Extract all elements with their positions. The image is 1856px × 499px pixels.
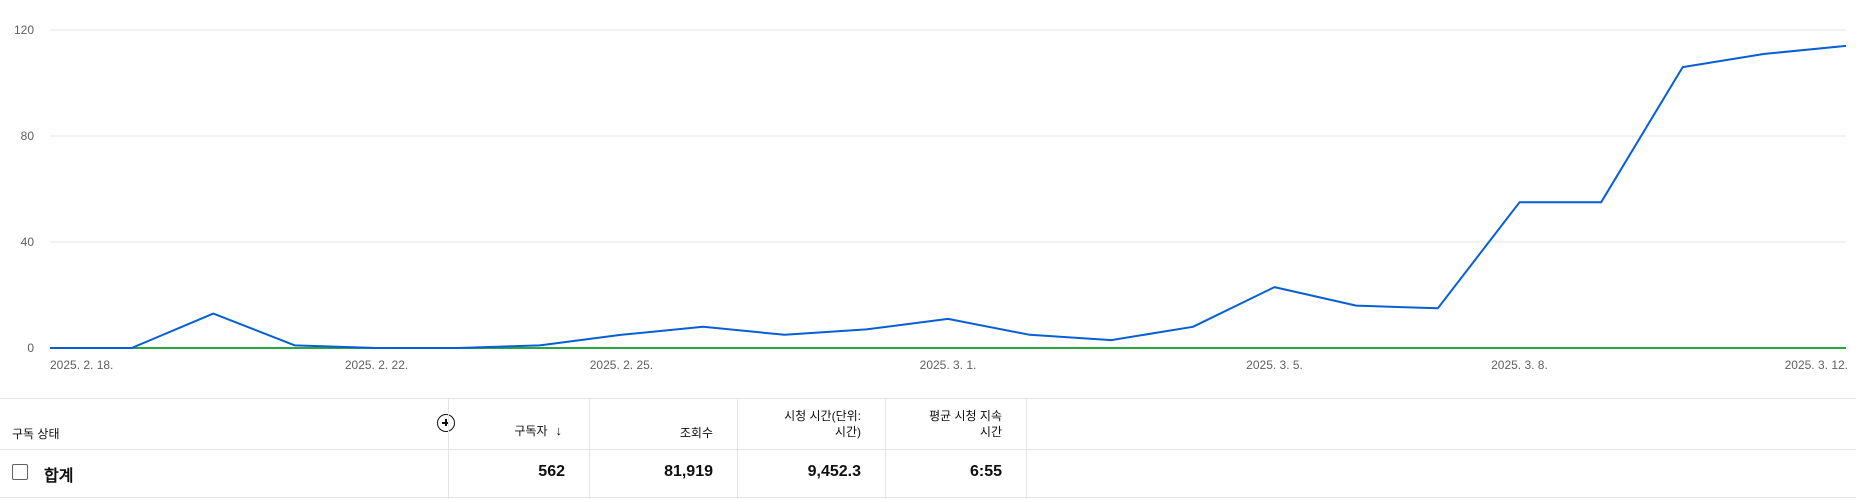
line-chart: 0 40 80 120 2025. 2. 18. 2025. 2. 22. 2025. 2.… — [14, 23, 1848, 372]
avg-view-duration-header[interactable]: 평균 시청 지속 시간 — [880, 408, 1002, 440]
subscribers-header[interactable]: 구독자 ↓ — [470, 423, 562, 439]
x-tick-label: 2025. 2. 18. — [50, 358, 113, 372]
x-tick-label: 2025. 3. 1. — [920, 358, 977, 372]
column-divider — [589, 399, 590, 499]
dimension-header[interactable]: 구독 상태 — [12, 427, 60, 441]
table-header-row: 구독 상태 구독자 ↓ 조회수 시청 시간(단위: 시간) 평균 시청 지속 시간 — [0, 399, 1856, 450]
add-column-button[interactable] — [437, 414, 455, 432]
total-row-checkbox[interactable] — [12, 464, 28, 480]
watch-time-header-line2: 시간) — [834, 425, 861, 439]
x-tick-label: 2025. 3. 5. — [1246, 358, 1303, 372]
y-tick-label: 120 — [14, 23, 34, 37]
column-divider — [1026, 399, 1027, 499]
total-row-label: 합계 — [44, 468, 74, 485]
watch-time-header[interactable]: 시청 시간(단위: 시간) — [740, 408, 861, 440]
y-tick-label: 40 — [21, 235, 35, 249]
total-subscribers-value: 562 — [538, 463, 565, 480]
x-tick-label: 2025. 2. 22. — [345, 358, 408, 372]
column-divider — [885, 399, 886, 499]
y-tick-label: 0 — [27, 341, 34, 355]
avg-view-duration-header-line2: 시간 — [979, 425, 1002, 439]
analytics-table: 구독 상태 구독자 ↓ 조회수 시청 시간(단위: 시간) 평균 시청 지속 시간… — [0, 398, 1856, 499]
x-tick-label: 2025. 3. 8. — [1491, 358, 1548, 372]
arrow-down-icon: ↓ — [555, 423, 563, 438]
column-divider — [448, 399, 449, 499]
x-tick-label: 2025. 3. 12. — [1785, 358, 1848, 372]
chart-svg: 0 40 80 120 2025. 2. 18. 2025. 2. 22. 2025. 2.… — [14, 23, 1848, 372]
x-tick-label: 2025. 2. 25. — [590, 358, 653, 372]
views-header[interactable]: 조회수 — [679, 426, 713, 440]
column-divider — [737, 399, 738, 499]
y-tick-label: 80 — [21, 129, 35, 143]
subscribers-header-label: 구독자 — [514, 424, 548, 438]
avg-view-duration-header-line1: 평균 시청 지속 — [929, 409, 1002, 423]
total-avg-view-duration-value: 6:55 — [969, 463, 1002, 480]
total-views-value: 81,919 — [664, 463, 713, 480]
series-line-0 — [50, 44, 1847, 349]
total-row: 합계 562 81,919 9,452.3 6:55 — [0, 449, 1856, 498]
total-watch-time-value: 9,452.3 — [807, 463, 861, 480]
watch-time-header-line1: 시청 시간(단위: — [784, 409, 861, 423]
